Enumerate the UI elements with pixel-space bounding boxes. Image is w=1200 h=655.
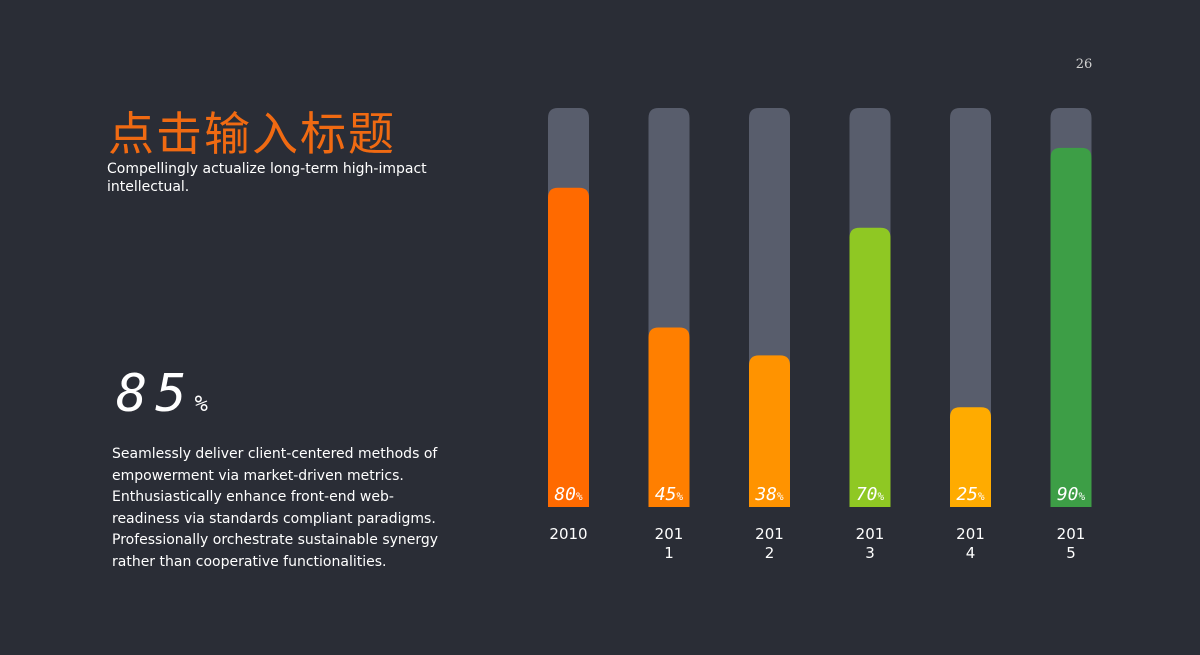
page-number: 26 <box>1075 57 1093 72</box>
bar-group: 45% 201 1 <box>648 108 690 562</box>
body-paragraph: Seamlessly deliver client-centered metho… <box>112 446 439 570</box>
x-tick-label: 201 4 <box>956 525 985 562</box>
page-title: 点击输入标题 <box>108 107 396 161</box>
bar <box>749 355 790 507</box>
bar <box>849 227 891 507</box>
bar-value-label: 45% <box>655 484 684 505</box>
bar <box>950 407 991 507</box>
x-tick-label: 201 5 <box>1057 525 1086 562</box>
highlight-value: 85 <box>116 364 195 424</box>
bar-value-label: 25% <box>956 484 985 505</box>
bar-group: 90% 201 5 <box>1050 108 1092 562</box>
bar-value-label: 80% <box>554 484 583 505</box>
bar <box>1050 147 1092 507</box>
bar-group: 38% 201 2 <box>749 108 790 562</box>
bar <box>548 187 589 508</box>
x-tick-label: 201 3 <box>856 525 885 562</box>
bar-group: 25% 201 4 <box>950 108 991 562</box>
bar-group: 80% 2010 <box>548 108 589 543</box>
highlight-stat: 85% <box>116 364 208 424</box>
x-tick-label: 201 1 <box>655 525 684 562</box>
bar-value-label: 38% <box>754 484 784 505</box>
x-tick-label: 2010 <box>549 525 587 543</box>
bar-value-label: 70% <box>856 484 885 505</box>
bar-value-label: 90% <box>1057 484 1086 505</box>
page-subtitle: Compellingly actualize long-term high-im… <box>107 161 427 195</box>
bar-group: 70% 201 3 <box>849 108 891 562</box>
x-tick-label: 201 2 <box>755 525 784 562</box>
bar <box>648 327 690 507</box>
highlight-unit: % <box>194 392 208 417</box>
